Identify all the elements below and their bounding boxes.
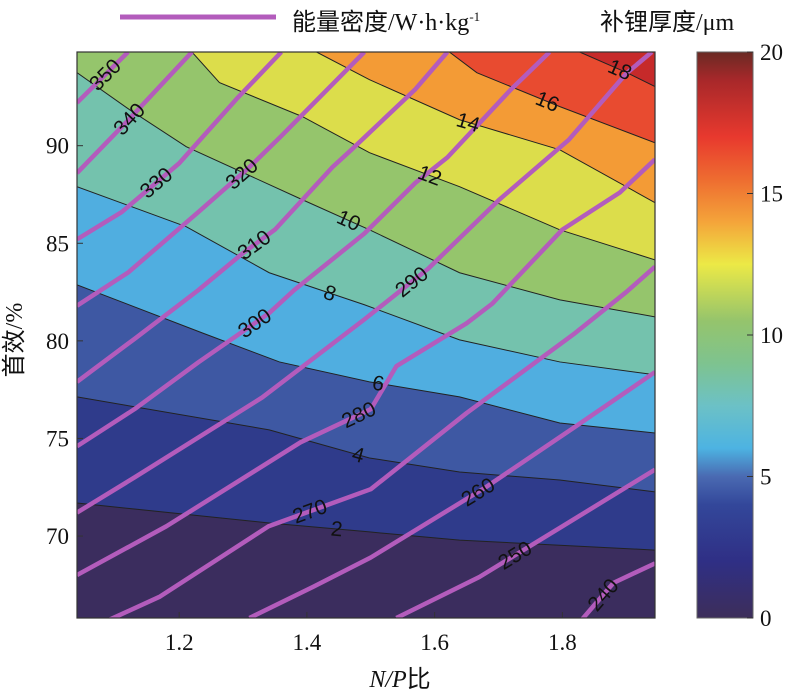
y-tick-label: 90 [46, 134, 69, 159]
axes: 1.2 1.4 1.6 1.8 70 75 80 85 90 [46, 134, 577, 655]
energy-line-340 [77, 52, 194, 175]
x-tick-label: 1.8 [548, 630, 577, 655]
x-tick-label: 1.4 [293, 630, 322, 655]
thickness-contour-16 [449, 52, 655, 144]
thickness-contour-4 [77, 396, 655, 493]
x-axis-label: N/P比 [368, 666, 430, 693]
y-tick-label: 80 [46, 329, 69, 354]
energy-line-280 [77, 157, 655, 578]
colorbar-title: 补锂厚度/μm [600, 9, 735, 36]
energy-density-lines [77, 52, 655, 618]
plot-frame [76, 51, 656, 619]
band-18 [579, 52, 655, 87]
colorbar-tick-label: 10 [760, 323, 783, 348]
energy-line-270 [107, 265, 655, 618]
y-tick-label: 75 [46, 426, 69, 451]
x-tick-label: 1.6 [420, 630, 449, 655]
energy-line-240 [580, 561, 655, 618]
colorbar-ticks: 0 5 10 15 20 [747, 40, 783, 631]
energy-line-310 [77, 52, 450, 384]
energy-line-320 [77, 52, 367, 308]
energy-line-250 [395, 467, 655, 618]
thickness-label-2: 2 [330, 518, 344, 542]
thickness-contour-8 [77, 186, 655, 376]
legend-energy-density-label: 能量密度/W·h·kg-1 [292, 9, 480, 36]
y-axis-label: 首效/% [1, 303, 28, 378]
energy-line-260 [248, 370, 655, 618]
thickness-contour-2 [77, 502, 655, 551]
energy-line-290 [77, 52, 654, 515]
energy-line-330 [77, 52, 284, 242]
y-tick-label: 70 [46, 524, 69, 549]
y-tick-label: 85 [46, 231, 69, 256]
colorbar-tick-label: 0 [760, 606, 772, 631]
colorbar-tick-label: 20 [760, 40, 783, 65]
thickness-contour-6 [77, 284, 655, 434]
band-16 [449, 52, 655, 143]
colorbar [696, 51, 754, 619]
energy-line-300 [77, 52, 552, 449]
colorbar-tick-label: 15 [760, 182, 783, 207]
thickness-contour-10 [77, 72, 655, 318]
x-tick-label: 1.2 [165, 630, 194, 655]
thickness-contour-14 [316, 52, 655, 204]
thickness-label-6: 6 [371, 371, 386, 396]
colorbar-tick-label: 5 [760, 465, 772, 490]
energy-line-350 [77, 52, 130, 105]
